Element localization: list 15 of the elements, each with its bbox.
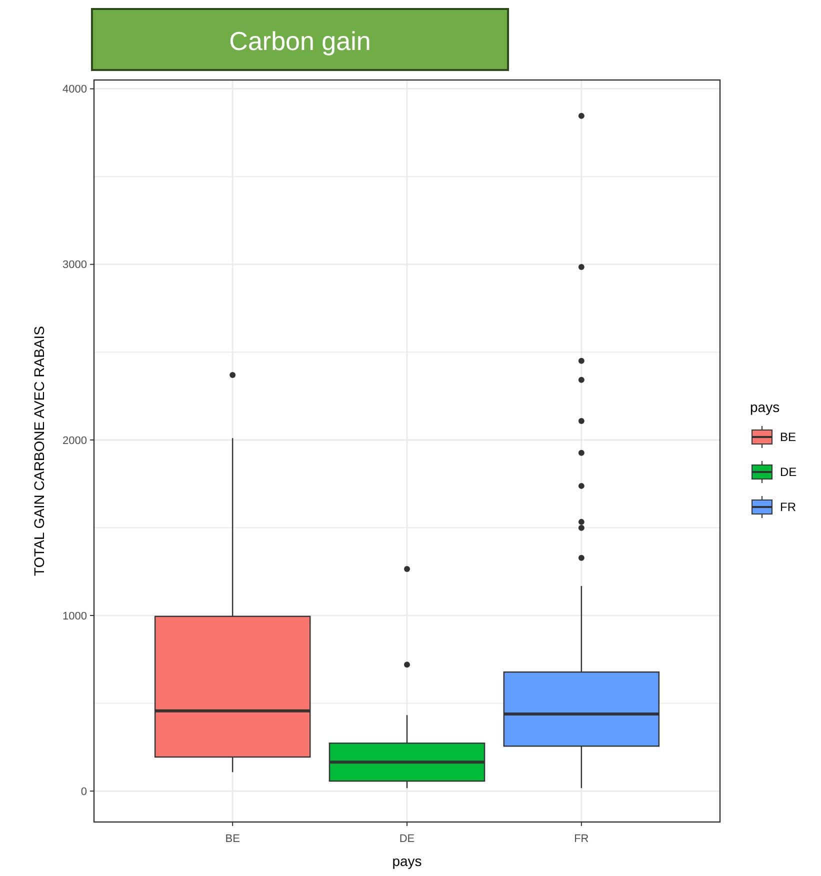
y-tick-label: 4000 — [62, 84, 87, 96]
legend-label: DE — [780, 465, 797, 480]
x-axis-title: pays — [392, 853, 422, 869]
legend-title: pays — [750, 399, 780, 415]
x-tick-label: DE — [399, 833, 415, 845]
legend-label: BE — [780, 430, 796, 444]
y-tick-label: 0 — [80, 786, 87, 798]
legend-label: FR — [780, 500, 796, 514]
y-tick-label: 1000 — [62, 610, 87, 622]
x-tick-label: FR — [574, 833, 589, 845]
y-axis-title: TOTAL GAIN CARBONE AVEC RABAIS — [31, 326, 47, 576]
y-tick-label: 3000 — [62, 259, 87, 272]
y-tick-label: 2000 — [62, 434, 87, 447]
chart-title: Carbon gain — [229, 26, 371, 56]
x-tick-label: BE — [225, 833, 240, 845]
